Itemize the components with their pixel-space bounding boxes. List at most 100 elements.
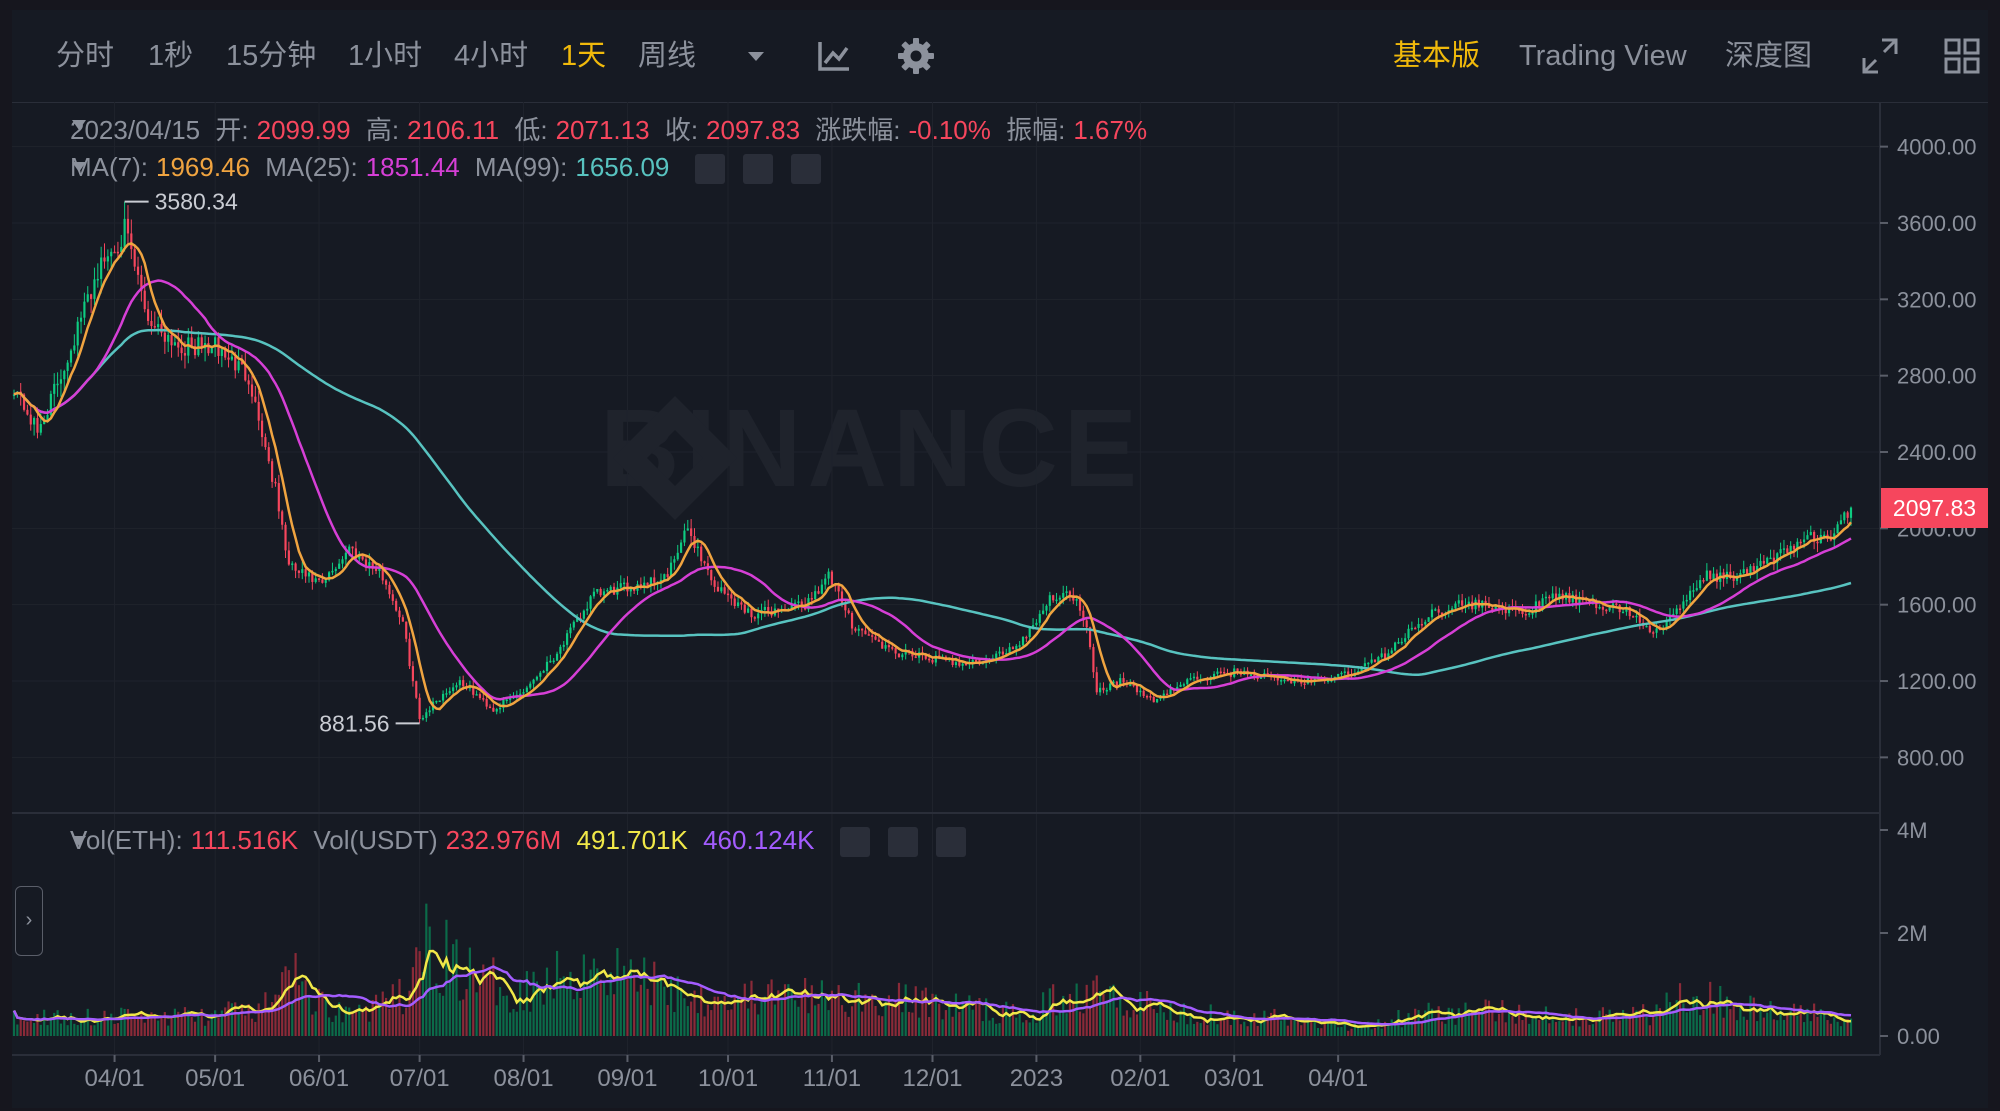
- volume-bar: [472, 969, 475, 1036]
- volume-bar: [374, 994, 378, 1036]
- volume-bar: [455, 939, 458, 1036]
- volume-bar: [626, 979, 629, 1036]
- candle-body: [572, 621, 575, 628]
- ma99-value: 1656.09: [575, 152, 670, 182]
- volume-bar: [733, 995, 736, 1036]
- volume-bar: [482, 964, 485, 1036]
- candle-body: [820, 584, 823, 594]
- candle-body: [1836, 524, 1839, 534]
- volume-bar: [220, 1010, 223, 1036]
- volume-bar: [328, 1017, 331, 1036]
- candle-body: [586, 608, 589, 611]
- volume-bar: [1266, 1016, 1269, 1036]
- candle-body: [958, 662, 961, 666]
- close-icon[interactable]: [790, 154, 821, 185]
- candle-body: [884, 645, 887, 649]
- interval-tab-week[interactable]: 周线: [638, 40, 697, 72]
- volume-bar: [1226, 1010, 1229, 1036]
- volume-bar: [1528, 1023, 1531, 1036]
- interval-tab-1d[interactable]: 1天: [561, 40, 607, 72]
- volume-bar: [79, 1021, 83, 1036]
- candle-body: [1823, 534, 1826, 537]
- volume-bar: [334, 1015, 337, 1036]
- candle-body: [1018, 645, 1021, 647]
- close-icon[interactable]: [935, 827, 966, 858]
- indicator-icon[interactable]: [814, 36, 854, 76]
- candle-body: [901, 654, 904, 658]
- candle-body: [1648, 625, 1651, 633]
- volume-bar: [1353, 1023, 1356, 1036]
- interval-tab-4h[interactable]: 4小时: [454, 40, 529, 72]
- candle-body: [1692, 590, 1695, 592]
- volume-bar: [478, 986, 482, 1036]
- candle-body: [1652, 632, 1655, 634]
- candle-body: [170, 335, 173, 346]
- volume-bar: [1715, 1006, 1719, 1036]
- candle-body: [488, 706, 492, 709]
- eye-icon[interactable]: [694, 154, 725, 185]
- volume-bar: [1323, 1022, 1326, 1036]
- gear-icon[interactable]: [896, 36, 936, 76]
- candle-body: [1259, 677, 1263, 679]
- volume-bar: [398, 978, 401, 1036]
- candle-body: [1578, 596, 1581, 606]
- volume-bar: [582, 954, 585, 1036]
- volume-bar: [1451, 1008, 1454, 1036]
- settings-icon[interactable]: [742, 154, 773, 185]
- volume-bar: [1102, 994, 1105, 1036]
- amplitude-value: 1.67%: [1073, 115, 1148, 145]
- volume-bar: [1816, 1016, 1819, 1036]
- volume-bar: [763, 996, 766, 1036]
- volume-bar: [157, 1020, 160, 1036]
- candle-body: [167, 335, 170, 342]
- candle-body: [951, 658, 954, 666]
- volume-bar: [901, 1012, 904, 1036]
- candle-body: [1035, 622, 1038, 626]
- candle-body: [1424, 621, 1427, 625]
- candle-body: [1735, 577, 1739, 581]
- candle-body: [1538, 601, 1541, 608]
- view-tab-depth[interactable]: 深度图: [1725, 40, 1813, 72]
- candle-body: [1058, 597, 1061, 600]
- interval-tab-1s[interactable]: 1秒: [148, 40, 194, 72]
- volume-bar: [1249, 1021, 1253, 1036]
- volume-bar: [311, 1014, 314, 1036]
- eye-icon[interactable]: [839, 827, 870, 858]
- volume-bar: [1360, 1025, 1363, 1036]
- volume-bar: [730, 1009, 733, 1036]
- interval-tab-15m[interactable]: 15分钟: [226, 40, 317, 72]
- candle-body: [361, 556, 364, 560]
- candle-body: [1799, 541, 1802, 544]
- candle-body: [22, 394, 26, 410]
- candle-body: [354, 548, 358, 559]
- candle-body: [800, 601, 803, 605]
- side-panel-toggle[interactable]: ›: [15, 886, 43, 956]
- candle-body: [458, 680, 461, 686]
- volume-bar: [1216, 1024, 1219, 1036]
- interval-tab-1h[interactable]: 1小时: [348, 40, 423, 72]
- volume-bar: [643, 957, 646, 1036]
- volume-bar: [1518, 1004, 1521, 1036]
- volume-bar: [274, 994, 277, 1036]
- view-tab-tradingview[interactable]: Trading View: [1519, 40, 1687, 72]
- interval-tab-fenshi[interactable]: 分时: [56, 40, 115, 72]
- volume-bar: [1293, 1020, 1296, 1036]
- volume-bar: [405, 1007, 408, 1036]
- volume-bar: [1658, 1008, 1662, 1036]
- volume-bar: [452, 944, 455, 1036]
- candle-body: [130, 233, 133, 250]
- candle-body: [569, 627, 572, 634]
- candle-body: [234, 356, 237, 371]
- dropdown-caret-icon[interactable]: [736, 36, 776, 76]
- candle-body: [1377, 657, 1380, 663]
- settings-icon[interactable]: [887, 827, 918, 858]
- volume-bar: [911, 1012, 914, 1036]
- candle-body: [1129, 684, 1132, 687]
- candle-body: [163, 332, 166, 342]
- candle-body: [1668, 615, 1672, 621]
- fullscreen-icon[interactable]: [1860, 36, 1900, 76]
- view-tab-basic[interactable]: 基本版: [1393, 40, 1481, 72]
- grid-layout-icon[interactable]: [1942, 36, 1982, 76]
- volume-bar: [1672, 1010, 1675, 1036]
